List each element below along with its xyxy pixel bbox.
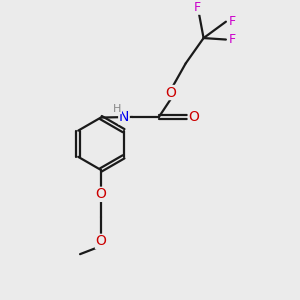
- Text: O: O: [188, 110, 199, 124]
- Text: O: O: [95, 187, 106, 201]
- Text: O: O: [95, 234, 106, 248]
- Text: N: N: [119, 110, 129, 124]
- Text: F: F: [229, 33, 236, 46]
- Text: F: F: [229, 15, 236, 28]
- Text: H: H: [113, 103, 122, 114]
- Text: F: F: [194, 1, 201, 14]
- Text: O: O: [165, 85, 176, 100]
